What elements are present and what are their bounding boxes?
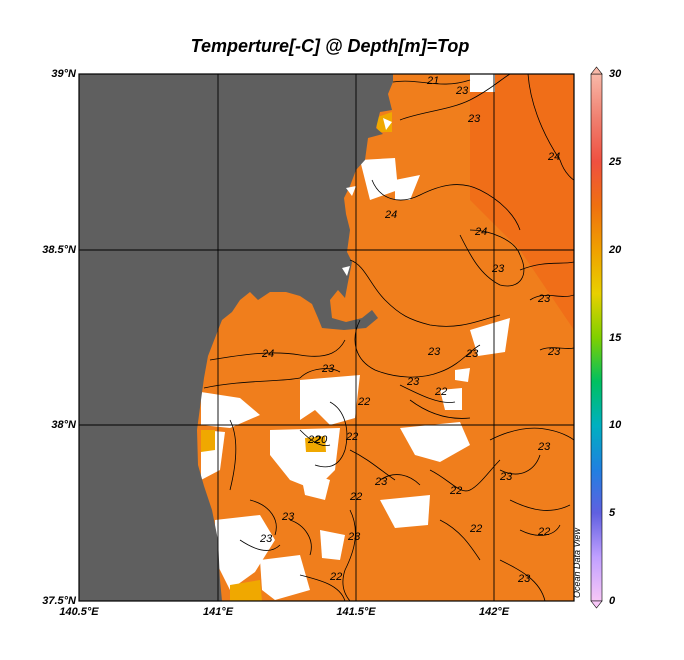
lat-label-38: 38°N xyxy=(51,419,76,431)
lat-label-38-5: 38.5°N xyxy=(42,244,76,256)
lat-label-37-5: 37.5°N xyxy=(42,595,76,607)
colorbar-tick-5: 5 xyxy=(609,507,616,519)
contour-label: 23 xyxy=(499,471,513,483)
land-mass xyxy=(79,74,393,601)
contour-label: 22 xyxy=(469,523,482,535)
lon-label-140-5: 140.5°E xyxy=(59,606,99,618)
contour-label: 23 xyxy=(465,348,479,360)
contour-label: 24 xyxy=(547,151,560,163)
contour-label: 23 xyxy=(491,263,505,275)
contour-label: 23 xyxy=(374,476,388,488)
colorbar-bottom-arrow xyxy=(590,600,603,609)
no-data-regions xyxy=(201,74,510,600)
lon-label-141: 141°E xyxy=(202,606,234,618)
contour-label: 23 xyxy=(537,441,551,453)
contour-label: 22 xyxy=(345,431,358,443)
contour-label: 22 xyxy=(307,434,320,446)
contour-label: 24 xyxy=(474,226,487,238)
contour-label: 23 xyxy=(321,363,335,375)
contour-label: 22 xyxy=(449,485,462,497)
contour-label: 23 xyxy=(455,85,469,97)
contour-label: 22 xyxy=(434,386,447,398)
contour-label: 22 xyxy=(357,396,370,408)
warm-offshore-region xyxy=(470,74,574,330)
graticule xyxy=(79,74,574,601)
colorbar-tick-15: 15 xyxy=(609,332,622,344)
contour-lines xyxy=(203,74,574,601)
colorbar-tick-25: 25 xyxy=(609,156,622,168)
contour-label: 21 xyxy=(426,75,439,87)
plot-frame xyxy=(78,73,575,602)
cool-spots xyxy=(201,112,392,601)
contour-label: 23 xyxy=(517,573,531,585)
contour-label: 22 xyxy=(349,491,362,503)
colorbar-tick-20: 20 xyxy=(609,244,622,256)
contour-label: 23 xyxy=(547,346,561,358)
contour-label: 20 xyxy=(314,434,328,446)
contour-label: 24 xyxy=(261,348,274,360)
contour-label: 22 xyxy=(329,571,342,583)
lat-label-39: 39°N xyxy=(51,68,76,80)
lon-label-142: 142°E xyxy=(478,606,510,618)
colorbar-tick-30: 30 xyxy=(609,68,622,80)
colorbar xyxy=(590,66,603,609)
contour-label: 23 xyxy=(347,531,361,543)
contour-label: 23 xyxy=(427,346,441,358)
contour-label: 23 xyxy=(281,511,295,523)
colorbar-tick-0: 0 xyxy=(609,595,616,607)
coastal-white-specks xyxy=(342,118,392,276)
contour-label: 22 xyxy=(537,526,550,538)
contour-label: 23 xyxy=(259,533,273,545)
colorbar-bar xyxy=(590,73,603,602)
contour-label: 23 xyxy=(467,113,481,125)
lon-label-141-5: 141.5°E xyxy=(336,606,376,618)
ocean-data-view-credit: Ocean Data View xyxy=(572,528,582,598)
contour-label: 23 xyxy=(406,376,420,388)
colorbar-top-arrow xyxy=(590,66,603,75)
chart-title: Temperture[-C] @ Depth[m]=Top xyxy=(190,36,470,56)
contour-label: 24 xyxy=(384,209,397,221)
contour-label: 23 xyxy=(537,293,551,305)
colorbar-tick-10: 10 xyxy=(609,419,622,431)
